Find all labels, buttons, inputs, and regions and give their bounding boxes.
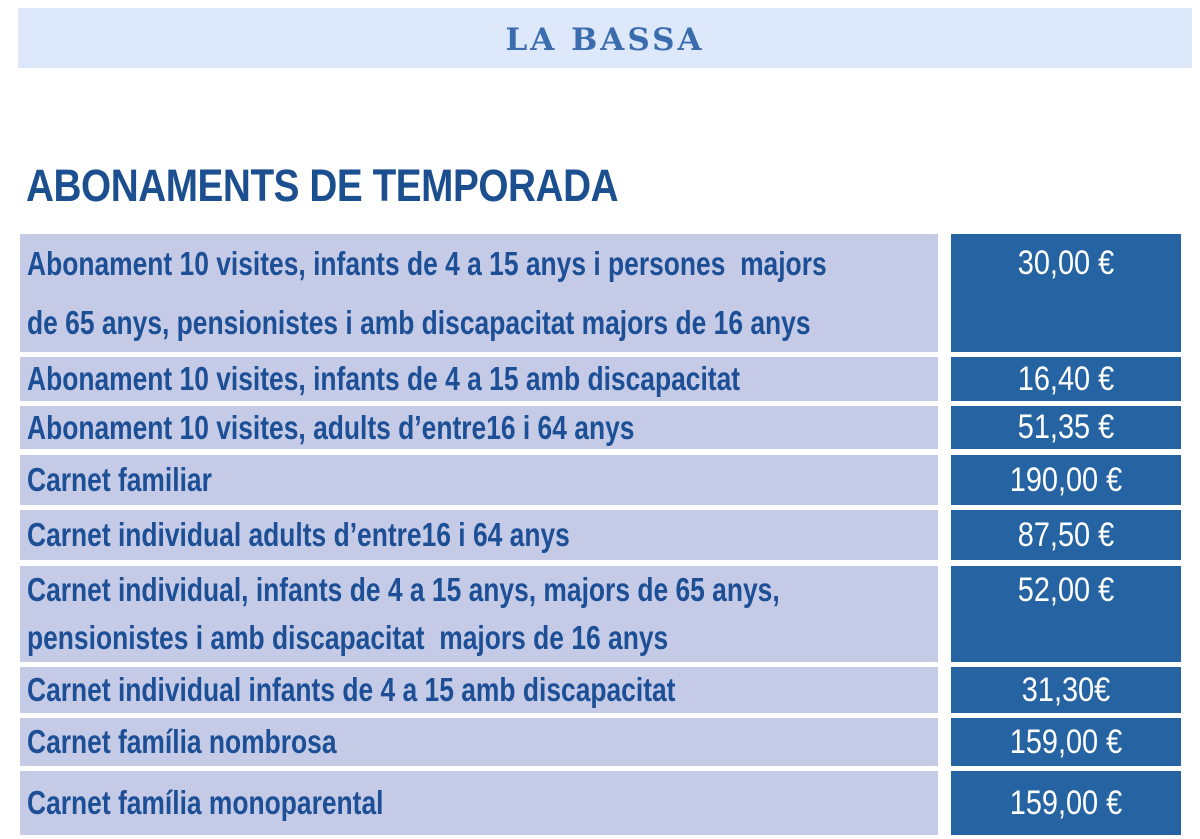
row-label-cell: Abonament 10 visites, infants de 4 a 15 … (20, 357, 938, 401)
row-label: Carnet individual adults d’entre16 i 64 … (27, 516, 570, 553)
row-price: 30,00 € (1017, 244, 1115, 282)
row-price-cell: 16,40 € (951, 357, 1181, 401)
row-price: 31,30€ (1021, 671, 1111, 709)
row-label: Abonament 10 visites, infants de 4 a 15 … (27, 360, 741, 397)
row-price-cell: 31,30€ (951, 667, 1181, 713)
row-label: Carnet individual infants de 4 a 15 amb … (27, 671, 676, 708)
row-label-cell: Carnet família monoparental (20, 771, 938, 835)
row-label-cell: Carnet individual infants de 4 a 15 amb … (20, 667, 938, 713)
row-label-cell: Carnet familiar (20, 455, 938, 505)
row-label: Carnet familiar (27, 461, 212, 498)
row-price: 190,00 € (1009, 461, 1123, 499)
row-price: 16,40 € (1017, 360, 1115, 398)
row-price-cell: 52,00 € (951, 566, 1181, 662)
row-label: Carnet família nombrosa (27, 723, 337, 760)
row-price: 52,00 € (1017, 571, 1115, 609)
row-price: 159,00 € (1009, 784, 1123, 822)
row-label: Carnet família monoparental (27, 784, 384, 821)
row-label: Abonament 10 visites, adults d’entre16 i… (27, 409, 635, 446)
row-price: 51,35 € (1017, 408, 1115, 446)
row-label-cell: Abonament 10 visites, adults d’entre16 i… (20, 406, 938, 449)
row-price-cell: 87,50 € (951, 510, 1181, 560)
row-label: Carnet individual, infants de 4 a 15 any… (27, 571, 780, 656)
row-price-cell: 190,00 € (951, 455, 1181, 505)
row-price-cell: 159,00 € (951, 718, 1181, 766)
header-title: LA BASSA (505, 22, 705, 58)
section-title: ABONAMENTS DE TEMPORADA (26, 160, 619, 211)
row-label-cell: Abonament 10 visites, infants de 4 a 15 … (20, 234, 938, 352)
header-band: LA BASSA (18, 8, 1192, 68)
row-label: Abonament 10 visites, infants de 4 a 15 … (27, 245, 827, 341)
row-price: 159,00 € (1009, 723, 1123, 761)
row-price-cell: 159,00 € (951, 771, 1181, 835)
row-price: 87,50 € (1017, 516, 1115, 554)
row-price-cell: 51,35 € (951, 406, 1181, 449)
row-label-cell: Carnet família nombrosa (20, 718, 938, 766)
row-label-cell: Carnet individual adults d’entre16 i 64 … (20, 510, 938, 560)
row-price-cell: 30,00 € (951, 234, 1181, 352)
row-label-cell: Carnet individual, infants de 4 a 15 any… (20, 566, 938, 662)
